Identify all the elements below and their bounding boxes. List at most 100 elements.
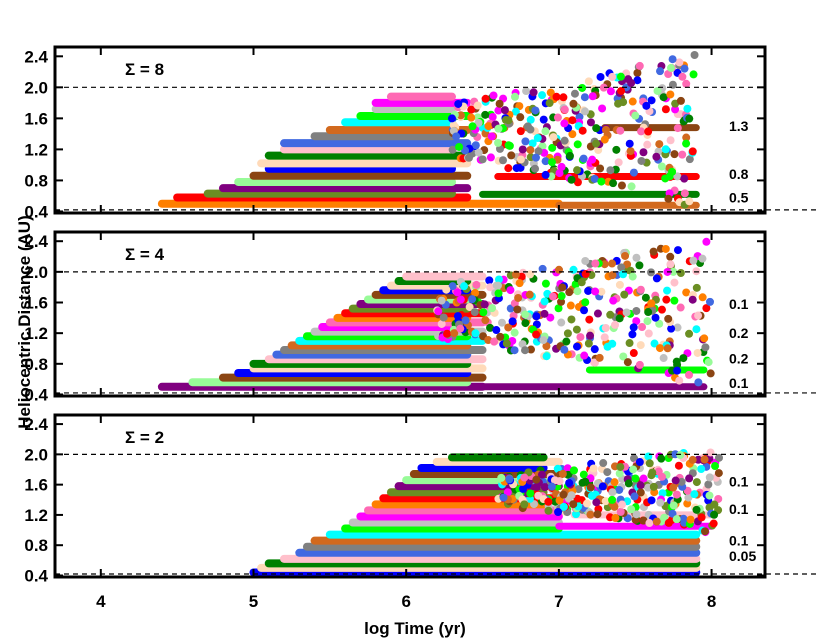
scatter-point [552, 92, 561, 101]
scatter-point [581, 298, 590, 307]
mass-label: 0.1 [729, 533, 749, 549]
scatter-point [571, 280, 580, 289]
scatter-point [629, 323, 638, 332]
scatter-point [628, 97, 637, 106]
scatter-point [608, 495, 617, 504]
scatter-point [649, 247, 658, 256]
scatter-point [566, 301, 575, 310]
scatter-point [620, 290, 629, 299]
scatter-point [614, 158, 623, 167]
scatter-point [521, 137, 530, 146]
scatter-point [667, 324, 676, 333]
scatter-point [516, 127, 525, 136]
scatter-point [659, 354, 668, 363]
scatter-point [685, 155, 694, 164]
scatter-point [685, 197, 694, 206]
scatter-point [460, 282, 469, 291]
scatter-point [606, 310, 615, 319]
scatter-point [636, 341, 645, 350]
scatter-point [542, 342, 551, 351]
scatter-point [657, 454, 666, 463]
scatter-point [655, 140, 664, 149]
scatter-point [690, 490, 699, 499]
scatter-point [661, 174, 670, 183]
scatter-point [655, 319, 664, 328]
scatter-point [659, 93, 668, 102]
scatter-point [471, 329, 480, 338]
scatter-point [635, 261, 644, 270]
scatter-point [581, 107, 590, 116]
scatter-point [573, 494, 582, 503]
scatter-point [532, 475, 541, 484]
scatter-point [631, 474, 640, 483]
scatter-point [679, 354, 688, 363]
scatter-point [467, 105, 476, 114]
scatter-point [494, 138, 503, 147]
scatter-point [584, 339, 593, 348]
scatter-point [569, 500, 578, 509]
panel-data [157, 50, 700, 209]
scatter-point [589, 464, 598, 473]
scatter-point [573, 140, 582, 149]
scatter-point [541, 170, 550, 179]
scatter-point [448, 145, 457, 154]
scatter-point [680, 174, 689, 183]
scatter-point [541, 127, 550, 136]
scatter-point [706, 448, 715, 457]
scatter-point [486, 153, 495, 162]
scatter-point [503, 488, 512, 497]
scatter-point [664, 69, 673, 78]
scatter-point [521, 346, 530, 355]
scatter-point [596, 72, 605, 81]
scatter-point [560, 105, 569, 114]
mass-label: 0.1 [729, 296, 749, 312]
scatter-point [651, 313, 660, 322]
scatter-point [635, 360, 644, 369]
scatter-point [652, 517, 661, 526]
scatter-point [540, 309, 549, 318]
panel-2: 0.40.81.21.62.02.44 5 6 7 8Σ = 20.10.10.10.0… [24, 413, 818, 611]
scatter-point [533, 134, 542, 143]
scatter-point [560, 345, 569, 354]
panel-frame [53, 45, 767, 215]
scatter-point [557, 162, 566, 171]
scatter-point [558, 469, 567, 478]
scatter-point [614, 99, 623, 108]
scatter-point [661, 105, 670, 114]
y-tick-label: 1.6 [24, 294, 48, 313]
scatter-point [714, 494, 723, 503]
scatter-point [504, 116, 513, 125]
y-tick-label: 0.8 [24, 536, 48, 555]
scatter-point [619, 352, 628, 361]
scatter-point [588, 155, 597, 164]
scatter-point [547, 482, 556, 491]
scatter-point [636, 488, 645, 497]
scatter-point [618, 500, 627, 509]
scatter-point [461, 316, 470, 325]
scatter-point [579, 470, 588, 479]
scatter-point [652, 152, 661, 161]
y-tick-label: 0.8 [24, 355, 48, 374]
scatter-point [568, 116, 577, 125]
scatter-point [554, 304, 563, 313]
scatter-point [586, 118, 595, 127]
scatter-point [514, 293, 523, 302]
scatter-point [627, 182, 636, 191]
panel-1: 0.4 0.8 1.2 1.6 2.0 2.4 Σ = 4 0.1 0.2 0.2 0.1 [24, 230, 818, 404]
scatter-point [622, 308, 631, 317]
y-tick-label: 1.2 [24, 140, 48, 159]
scatter-point [694, 311, 703, 320]
scatter-point [560, 119, 569, 128]
scatter-point [590, 174, 599, 183]
scatter-point [548, 158, 557, 167]
scatter-point [454, 99, 463, 108]
y-tick-label: 2.0 [24, 78, 48, 97]
scatter-point [486, 283, 495, 292]
panel-label: Σ = 4 [125, 245, 165, 264]
scatter-point [492, 326, 501, 335]
scatter-point [643, 140, 652, 149]
panel-label: Σ = 8 [125, 60, 164, 79]
scatter-point [577, 278, 586, 287]
scatter-point [544, 506, 553, 515]
scatter-point [650, 339, 659, 348]
